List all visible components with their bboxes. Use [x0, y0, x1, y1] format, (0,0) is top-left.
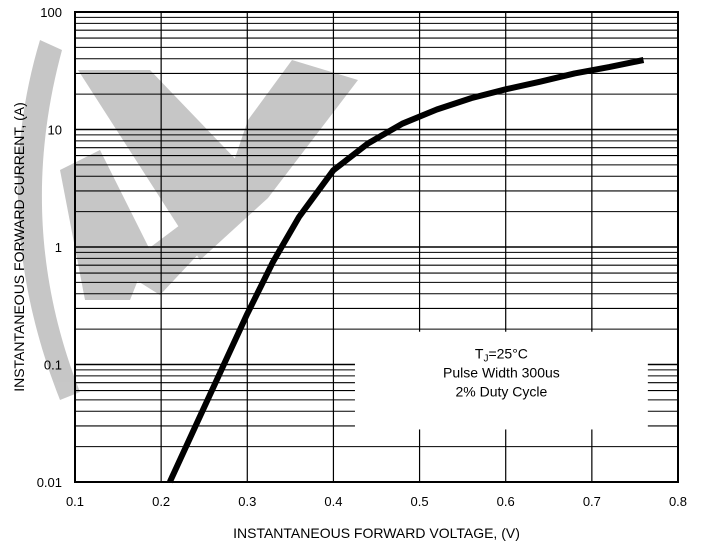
y-tick-label: 1 — [55, 240, 62, 255]
x-axis-title: INSTANTANEOUS FORWARD VOLTAGE, (V) — [233, 525, 520, 541]
x-tick-label: 0.5 — [411, 494, 429, 509]
x-tick-label: 0.1 — [66, 494, 84, 509]
annotation-temperature: =25°C — [488, 346, 527, 362]
watermark-stroke-3 — [60, 150, 150, 300]
watermark-stroke-2 — [200, 60, 358, 260]
series-line — [167, 57, 645, 484]
x-tick-labels: 0.1 0.2 0.3 0.4 0.5 0.6 0.7 0.8 — [66, 494, 687, 509]
x-tick-label: 0.2 — [152, 494, 170, 509]
y-axis-title: INSTANTANEOUS FORWARD CURRENT, (A) — [11, 102, 27, 392]
y-tick-label: 100 — [40, 5, 62, 20]
annotation-t: T — [475, 346, 484, 362]
watermark-stroke-4 — [120, 195, 235, 295]
x-tick-label: 0.4 — [324, 494, 342, 509]
annotation-line-2: Pulse Width 300us — [443, 365, 560, 381]
y-tick-label: 10 — [48, 123, 62, 138]
y-tick-labels: 0.01 0.1 1 10 100 — [37, 5, 62, 490]
annotation-subscript-j: J — [483, 354, 488, 365]
annotation-line-3: 2% Duty Cycle — [456, 384, 548, 400]
plot-frame — [74, 11, 679, 483]
y-tick-label: 0.01 — [37, 475, 62, 490]
x-tick-label: 0.6 — [497, 494, 515, 509]
y-tick-label: 0.1 — [44, 358, 62, 373]
x-tick-label: 0.3 — [238, 494, 256, 509]
annotation-box — [354, 331, 648, 430]
watermark-arc — [17, 40, 80, 400]
annotation-line-1: TJ=25°C — [475, 346, 528, 365]
x-tick-label: 0.8 — [669, 494, 687, 509]
x-tick-label: 0.7 — [583, 494, 601, 509]
